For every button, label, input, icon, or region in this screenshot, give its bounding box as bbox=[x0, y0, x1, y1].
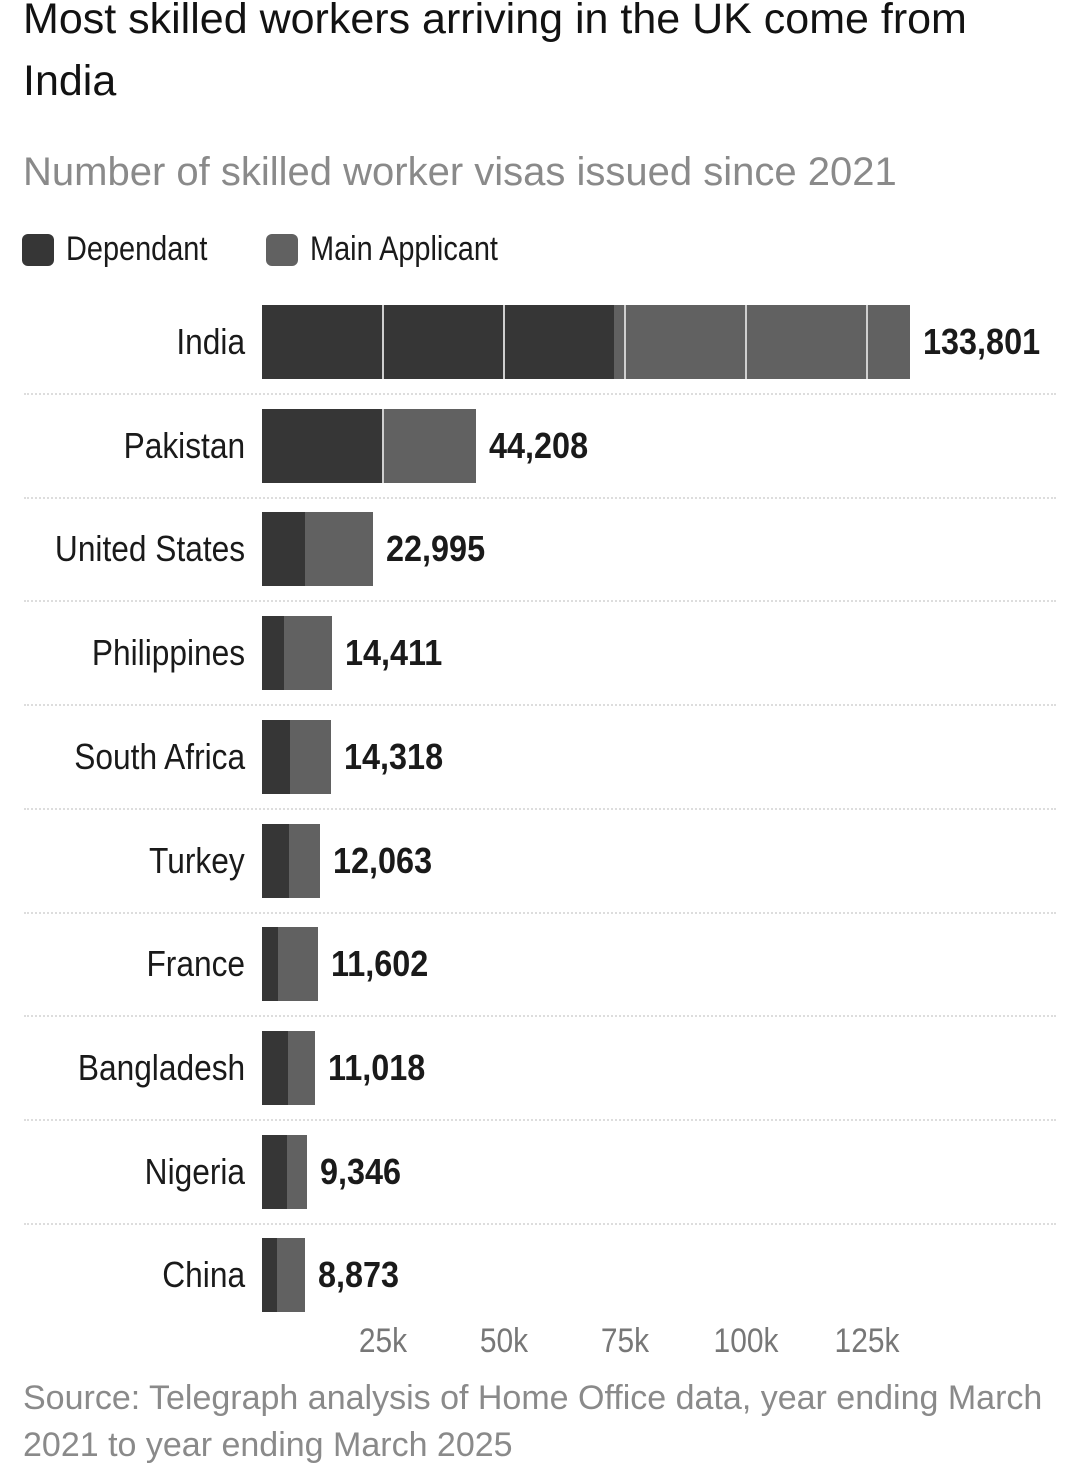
category-label: France bbox=[146, 943, 245, 985]
bar-main-applicant bbox=[283, 616, 332, 691]
x-tick-label: 100k bbox=[713, 1322, 779, 1360]
gridline bbox=[382, 408, 384, 483]
gridline bbox=[503, 305, 505, 379]
total-label: 133,801 bbox=[922, 321, 1040, 362]
legend-label: Main Applicant bbox=[310, 230, 499, 268]
bar-dependant bbox=[262, 1134, 288, 1209]
chart-subtitle: Number of skilled worker visas issued si… bbox=[23, 150, 897, 194]
chart-title: Most skilled workers arriving in the UK … bbox=[23, 0, 967, 105]
row-separator bbox=[24, 704, 1056, 707]
bar-dependant bbox=[262, 719, 291, 794]
legend-label: Dependant bbox=[66, 230, 208, 268]
bar-main-applicant bbox=[277, 1238, 305, 1313]
bar-dependant bbox=[262, 616, 284, 691]
total-label: 12,063 bbox=[333, 839, 433, 881]
bar-dependant bbox=[262, 1238, 277, 1313]
bar-main-applicant bbox=[287, 1134, 308, 1209]
total-label: 14,411 bbox=[344, 632, 443, 674]
x-tick-label: 25k bbox=[358, 1322, 408, 1360]
total-label: 11,602 bbox=[331, 943, 429, 985]
bar-dependant bbox=[262, 1030, 289, 1105]
total-label: 22,995 bbox=[386, 528, 486, 570]
legend-swatch-main-applicant bbox=[266, 233, 299, 266]
gridline bbox=[624, 305, 626, 379]
bar-dependant bbox=[262, 408, 383, 483]
x-tick-label: 125k bbox=[834, 1322, 900, 1360]
legend: Dependant Main Applicant bbox=[22, 230, 566, 269]
row-separator bbox=[24, 1118, 1056, 1121]
bar-dependant bbox=[262, 823, 290, 898]
category-label: China bbox=[162, 1254, 245, 1296]
gridline bbox=[745, 305, 747, 379]
legend-item-dependant: Dependant bbox=[22, 230, 232, 269]
row-separator bbox=[24, 393, 1056, 395]
bar-main-applicant bbox=[305, 512, 374, 587]
category-label: Philippines bbox=[91, 632, 245, 674]
bar-main-applicant bbox=[383, 408, 476, 483]
category-label: South Africa bbox=[74, 735, 245, 777]
gridline bbox=[382, 305, 384, 379]
total-label: 8,873 bbox=[317, 1254, 400, 1296]
category-label: Bangladesh bbox=[77, 1046, 245, 1088]
row-separator bbox=[24, 600, 1056, 603]
bar-dependant bbox=[262, 927, 278, 1002]
row-separator bbox=[24, 496, 1056, 499]
row-separator bbox=[24, 911, 1056, 914]
x-tick-label: 75k bbox=[600, 1322, 650, 1360]
bar-main-applicant bbox=[290, 719, 332, 794]
row-separator bbox=[24, 1222, 1056, 1225]
row-separator bbox=[24, 1015, 1056, 1018]
bar-main-applicant bbox=[613, 305, 910, 379]
category-label: Turkey bbox=[149, 839, 245, 881]
gridline bbox=[866, 305, 868, 379]
category-label: United States bbox=[54, 528, 245, 570]
total-label: 9,346 bbox=[320, 1150, 402, 1192]
bar-dependant bbox=[262, 512, 306, 587]
x-tick-label: 50k bbox=[479, 1322, 529, 1360]
bar-dependant bbox=[262, 305, 614, 379]
total-label: 14,318 bbox=[344, 735, 444, 777]
row-separator bbox=[24, 807, 1056, 810]
bar-main-applicant bbox=[288, 1030, 316, 1105]
category-label: Nigeria bbox=[144, 1150, 245, 1192]
bar-main-applicant bbox=[289, 823, 321, 898]
category-label: Pakistan bbox=[123, 424, 245, 466]
category-label: India bbox=[176, 321, 245, 362]
total-label: 11,018 bbox=[328, 1046, 426, 1088]
bar-main-applicant bbox=[277, 927, 319, 1002]
legend-swatch-dependant bbox=[22, 233, 54, 266]
legend-item-main-applicant: Main Applicant bbox=[266, 230, 531, 269]
total-label: 44,208 bbox=[488, 424, 589, 466]
source-note: Source: Telegraph analysis of Home Offic… bbox=[23, 1379, 1043, 1464]
